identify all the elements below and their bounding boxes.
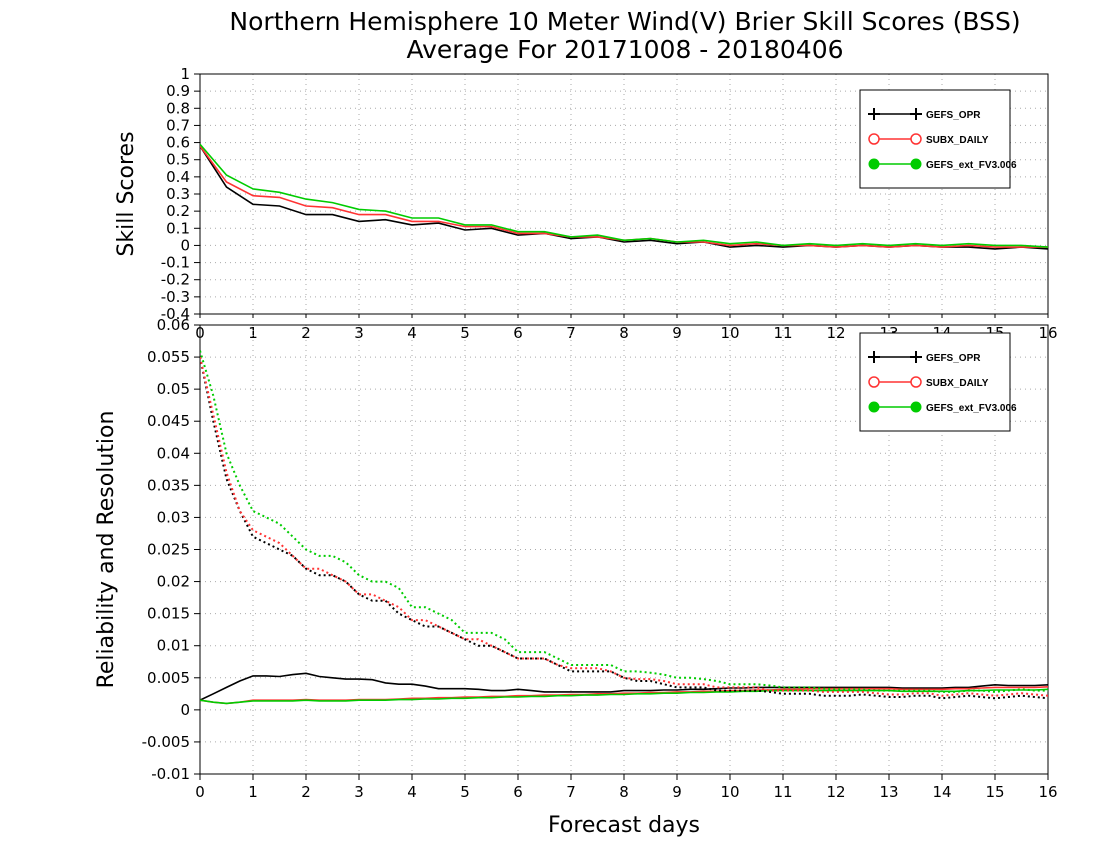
y-tick-label: 1: [180, 65, 190, 83]
x-tick-label: 9: [672, 324, 682, 342]
x-tick-label: 8: [619, 324, 629, 342]
y-tick-label: -0.1: [161, 254, 190, 272]
legend-label: SUBX_DAILY: [926, 378, 989, 389]
legend-marker: [910, 401, 922, 413]
x-tick-label: 6: [513, 324, 523, 342]
x-tick-label: 16: [1038, 783, 1057, 801]
y-tick-label: 0.05: [157, 380, 190, 398]
series-line-0: [200, 672, 1048, 701]
x-tick-label: 14: [932, 783, 951, 801]
chart-title-line1: Northern Hemisphere 10 Meter Wind(V) Bri…: [229, 7, 1020, 36]
y-tick-label: -0.01: [151, 765, 190, 783]
x-tick-label: 8: [619, 783, 629, 801]
series-line-2: [200, 143, 1048, 248]
y-tick-label: 0.04: [157, 444, 190, 462]
x-tick-label: 10: [720, 324, 739, 342]
x-tick-label: 11: [773, 324, 792, 342]
y-tick-label: 0.055: [147, 348, 190, 366]
x-tick-label: 2: [301, 783, 311, 801]
y-tick-label: 0.4: [166, 168, 190, 186]
x-axis-label: Forecast days: [548, 813, 700, 838]
series-line-2: [200, 688, 1048, 705]
series-line-4: [200, 356, 1048, 697]
y-tick-label: 0: [180, 236, 190, 254]
y-tick-label: 0.3: [166, 185, 190, 203]
x-tick-label: 12: [826, 783, 845, 801]
legend-label: GEFS_OPR: [926, 353, 981, 364]
y-tick-label: 0.6: [166, 134, 190, 152]
x-tick-label: 13: [879, 783, 898, 801]
y-tick-label: 0.025: [147, 541, 190, 559]
legend-marker: [868, 376, 880, 388]
x-tick-label: 15: [985, 783, 1004, 801]
y-tick-label: 0.02: [157, 573, 190, 591]
legend-label: GEFS_OPR: [926, 110, 981, 121]
x-tick-label: 10: [720, 783, 739, 801]
legend-marker: [910, 133, 922, 145]
y-tick-label: -0.2: [161, 271, 190, 289]
y-tick-label: 0.5: [166, 151, 190, 169]
chart-title-line2: Average For 20171008 - 20180406: [406, 35, 843, 64]
y-tick-label: 0.015: [147, 605, 190, 623]
y-tick-label: -0.3: [161, 288, 190, 306]
legend-marker: [868, 158, 880, 170]
x-tick-label: 5: [460, 783, 470, 801]
y-tick-label: 0: [180, 701, 190, 719]
y-tick-label: 0.2: [166, 202, 190, 220]
y-axis-label: Reliability and Resolution: [94, 411, 119, 689]
y-tick-label: 0.035: [147, 476, 190, 494]
x-tick-label: 6: [513, 783, 523, 801]
y-tick-label: -0.4: [161, 305, 190, 323]
series-group: [200, 350, 1048, 705]
y-tick-label: 0.8: [166, 99, 190, 117]
y-axis-label: Skill Scores: [114, 131, 139, 256]
legend-marker: [868, 133, 880, 145]
skill-scores-panel: -0.4-0.3-0.2-0.100.10.20.30.40.50.60.70.…: [114, 65, 1058, 342]
legend-marker: [910, 158, 922, 170]
legend-marker: [868, 401, 880, 413]
y-tick-label: 0.1: [166, 219, 190, 237]
x-tick-label: 3: [354, 324, 364, 342]
series-group: [200, 143, 1048, 250]
legend-label: GEFS_ext_FV3.006: [926, 403, 1017, 414]
y-tick-label: 0.7: [166, 116, 190, 134]
x-tick-label: 1: [248, 783, 258, 801]
x-tick-label: 0: [195, 783, 205, 801]
reliability-resolution-panel: -0.01 -0.005 0 0.005 0.01 0.015 0.02 0.025 0.03 0…: [94, 316, 1058, 838]
y-tick-label: 0.045: [147, 412, 190, 430]
y-tick-label: -0.005: [142, 733, 190, 751]
y-tick-label: 0.03: [157, 508, 190, 526]
y-tick-label: 0.005: [147, 669, 190, 687]
legend-marker: [910, 376, 922, 388]
legend-label: SUBX_DAILY: [926, 135, 989, 146]
x-tick-label: 5: [460, 324, 470, 342]
x-tick-label: 7: [566, 324, 576, 342]
y-tick-label: 0.06: [157, 316, 190, 334]
x-tick-label: 7: [566, 783, 576, 801]
y-tick-label: 0.9: [166, 82, 190, 100]
y-tick-label: 0.01: [157, 637, 190, 655]
x-tick-label: 4: [407, 324, 417, 342]
x-tick-label: 2: [301, 324, 311, 342]
x-tick-label: 9: [672, 783, 682, 801]
x-tick-label: 1: [248, 324, 258, 342]
legend-label: GEFS_ext_FV3.006: [926, 160, 1017, 171]
x-tick-label: 3: [354, 783, 364, 801]
x-tick-label: 4: [407, 783, 417, 801]
x-tick-label: 12: [826, 324, 845, 342]
x-tick-label: 11: [773, 783, 792, 801]
